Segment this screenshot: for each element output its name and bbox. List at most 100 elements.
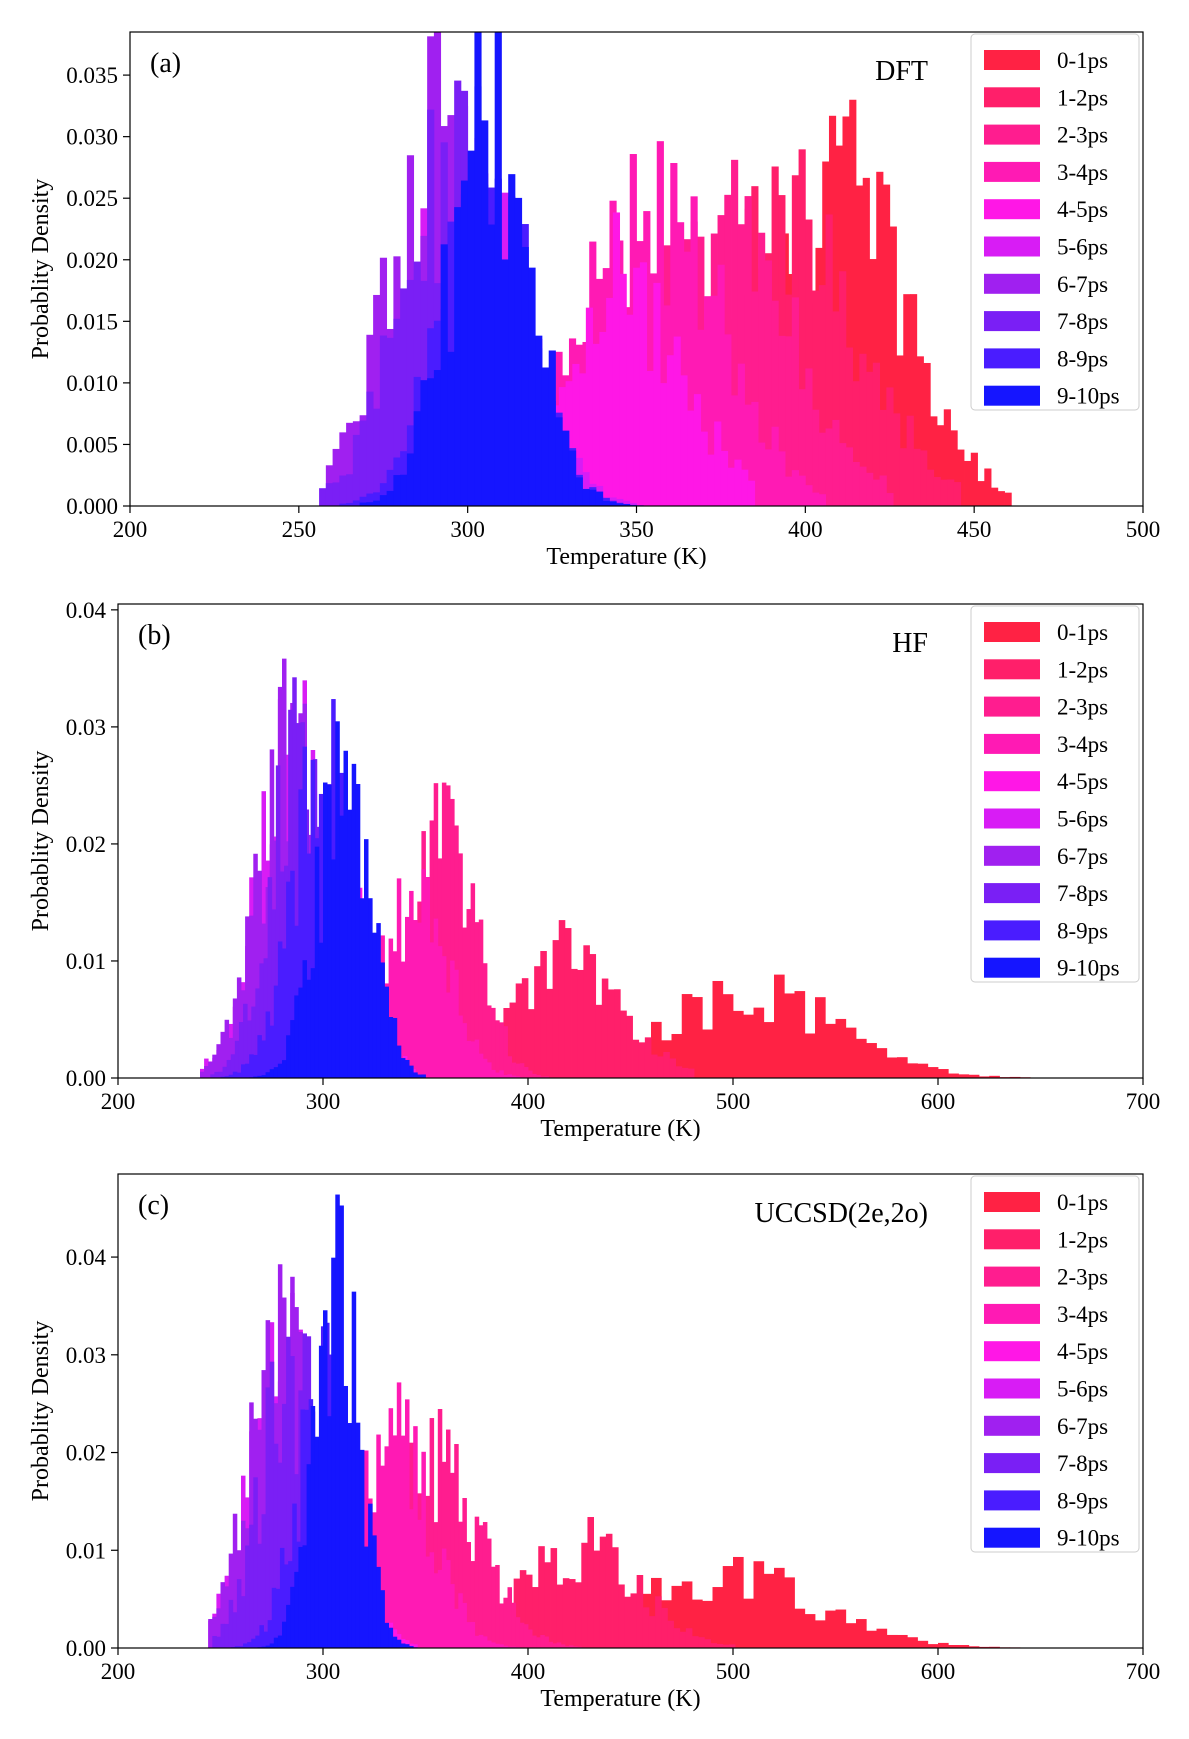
histogram-bar [450,1584,455,1648]
histogram-bar [245,1546,250,1648]
histogram-bar [764,1574,775,1648]
histogram-bar [434,919,439,1078]
legend-label: 7-8ps [1057,1451,1108,1476]
histogram-bar [368,1504,373,1648]
histogram-bar [606,1534,613,1648]
histogram-bar [327,1416,332,1648]
histogram-bar [364,1547,369,1648]
histogram-bar [407,453,414,506]
histogram-bar [938,1069,949,1078]
histogram-bar [815,997,826,1078]
histogram-bar [587,1517,594,1648]
histogram-bar [491,1070,496,1078]
histogram-bar [393,1435,398,1648]
histogram-bar [682,1068,689,1078]
histogram-bar [713,1587,724,1648]
histogram-bar [667,355,674,506]
histogram-bar [631,1593,638,1648]
y-axis-label: Probablity Density [28,179,54,360]
histogram-bar [542,367,549,506]
histogram-bar [331,859,336,1078]
histogram-bar [360,1450,365,1648]
histogram-bar [998,491,1005,506]
x-tick-label: 200 [113,517,148,542]
histogram-bar [401,1436,406,1648]
histogram-bar [501,259,508,506]
histogram-bar [479,1054,484,1078]
histogram-bar [826,428,833,506]
histogram-bar [303,1545,308,1648]
histogram-bar [524,1067,529,1078]
histogram-bar [846,1028,857,1078]
histogram-bar [620,1011,627,1078]
histogram-bar [710,1643,717,1648]
histogram-bar [286,1605,291,1648]
legend-label: 1-2ps [1057,85,1108,110]
x-axis-label: Temperature (K) [540,1116,700,1142]
histogram-bar [575,1582,582,1648]
histogram-bar [491,1642,496,1648]
y-tick-label: 0.04 [66,598,107,623]
histogram-bar [495,1073,500,1078]
histogram-bar [319,943,324,1078]
histogram-bar [333,482,340,506]
x-axis-label: Temperature (K) [546,544,706,570]
histogram-bar [495,1020,500,1078]
legend-label: 5-6ps [1057,807,1108,832]
histogram-bar [836,1610,847,1648]
histogram-bar [557,1642,562,1648]
histogram-bar [571,969,578,1078]
histogram-bar [553,940,560,1078]
histogram-bar [873,480,880,506]
legend-swatch [984,199,1040,219]
legend-label: 1-2ps [1057,1227,1108,1252]
histogram-bar [528,268,535,506]
histogram-bar [274,1638,279,1648]
histogram-bar [212,1636,217,1648]
histogram-bar [389,1017,394,1078]
y-tick-label: 0.030 [66,125,118,150]
histogram-bar [721,451,728,506]
histogram-bar [380,495,387,506]
method-label: UCCSD(2e,2o) [755,1198,928,1229]
histogram-bar [352,764,357,1078]
x-tick-label: 300 [450,517,485,542]
histogram-bar [380,1590,385,1648]
histogram-bar [661,1608,668,1648]
histogram-bar [298,988,303,1078]
histogram-bar [887,1635,898,1648]
legend-swatch [984,1416,1040,1436]
histogram-bar [475,1040,480,1078]
histogram-bar [913,449,920,506]
histogram-bar [1005,493,1012,506]
legend-label: 4-5ps [1057,769,1108,794]
histogram-bar [866,1631,877,1648]
histogram-bar [522,978,529,1078]
histogram-bar [353,435,360,506]
histogram-bar [707,455,714,506]
histogram-bar [640,262,647,506]
legend-swatch [984,734,1040,754]
histogram-bar [686,1628,693,1648]
histogram-bar [594,1551,601,1648]
legend-label: 2-3ps [1057,1265,1108,1290]
histogram-bar [323,783,328,1078]
legend-label: 4-5ps [1057,1339,1108,1364]
x-tick-label: 600 [921,1089,956,1114]
histogram-bar [487,1641,492,1648]
histogram-bar [401,1058,406,1078]
y-tick-label: 0.01 [66,1538,106,1563]
histogram-bar [880,476,887,506]
histogram-bar [743,1599,754,1648]
histogram-bar [414,411,421,506]
histogram-bar [938,1643,949,1648]
histogram-bar [723,1566,734,1648]
legend: 0-1ps1-2ps2-3ps3-4ps4-5ps5-6ps6-7ps7-8ps… [971,606,1139,982]
histogram-bar [535,336,542,506]
histogram-bar [393,475,400,506]
histogram-bar [626,1016,633,1078]
histogram-bar [551,1548,558,1648]
histogram-bar [618,1584,625,1648]
x-tick-label: 700 [1126,1659,1161,1684]
